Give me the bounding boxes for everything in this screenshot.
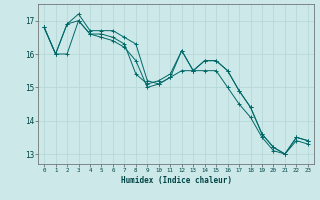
X-axis label: Humidex (Indice chaleur): Humidex (Indice chaleur): [121, 176, 231, 185]
